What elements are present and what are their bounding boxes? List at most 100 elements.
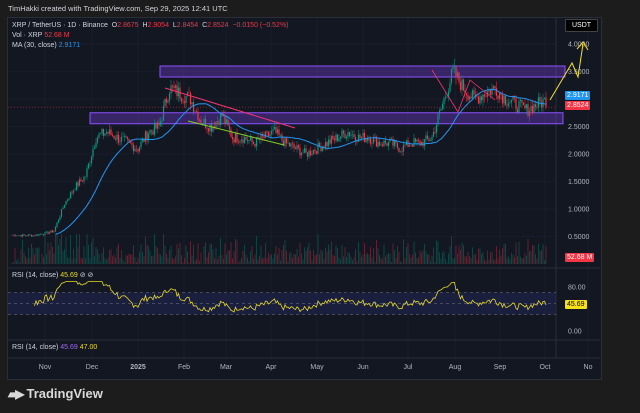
volume-bar [160,254,161,264]
volume-bar [104,258,106,264]
candle-body [218,121,220,126]
volume-bar [266,258,268,264]
volume-bar [431,255,433,264]
candle-body [296,145,298,150]
volume-bar [139,252,140,264]
x-tick-label: Oct [540,364,551,371]
candle-body [315,151,318,154]
last-price-label: 2.8524 [565,101,591,110]
volume-bar [110,249,112,264]
volume-bar [278,247,280,264]
candle-body [267,131,270,137]
candle-body [261,134,264,137]
candle-body [68,198,70,200]
candle-body [63,204,66,208]
candle-body [221,113,223,117]
candle-body [375,136,378,147]
candle-body [321,146,324,152]
volume-bar [382,259,383,264]
candle-body [153,122,156,135]
volume-bar [332,255,334,264]
candle-body [102,129,105,136]
tradingview-logo[interactable]: ▰▶ TradingView [8,386,103,401]
volume-bar [55,234,56,264]
volume-bar [415,252,416,264]
candle-body [342,130,345,134]
candle-body [126,137,129,140]
tv-logo-icon: ▰▶ [8,386,25,401]
volume-bar [445,259,446,264]
candle-body [476,96,478,98]
candle-body [360,136,363,138]
x-tick-label: 2025 [130,364,146,371]
candle-body [45,231,48,233]
candle-body [539,97,541,102]
volume-bar [439,252,440,264]
volume-bar [142,252,143,264]
candle-body [69,192,72,199]
candle-body [308,150,310,157]
symbol[interactable]: XRP / TetherUS · 1D · Binance [12,22,108,29]
candle-body [473,90,475,95]
candle-body [15,235,18,237]
candle-body [456,72,459,78]
volume-bar [146,244,148,264]
x-tick-label: Aug [449,364,462,371]
x-tick-label: Apr [266,364,278,371]
candle-body [38,234,40,236]
candle-body [240,139,243,142]
volume-bar [164,245,166,264]
candle-body [108,129,111,134]
candle-body [123,136,126,137]
volume-bar [401,262,403,264]
volume-bar [370,246,371,264]
candle-body [399,151,402,153]
candle-body [377,141,379,147]
candle-body [393,140,396,146]
candle-body [191,102,193,105]
candle-body [80,179,82,181]
candle-body [365,138,367,142]
y-tick-label: 2.5000 [568,124,590,131]
volume-bar [127,255,128,264]
volume-bar [331,241,332,264]
open-label: O [111,22,118,29]
candle-body [521,99,523,103]
volume-bar [311,260,313,264]
candle-body [242,139,244,143]
volume-bar [169,249,170,264]
volume-bar [280,260,281,264]
candle-body [173,86,175,88]
high-label: H [142,22,148,29]
rsi-tick-label: 0.00 [568,329,582,336]
candle-body [506,104,508,106]
price-zone [159,65,566,78]
volume-bar [347,252,349,264]
volume-bar [283,244,284,264]
rsi-line [34,281,547,313]
volume-bar [364,243,365,264]
candle-body [314,149,316,152]
volume-bar [412,254,413,264]
candle-body [392,138,394,146]
candle-body [110,129,112,135]
close-value: 2.8524 [207,22,229,29]
volume-bar [481,253,482,264]
candle-body [141,138,144,142]
volume-bar [325,247,326,264]
candle-body [540,101,543,108]
candle-body [516,109,519,113]
candle-body [534,104,537,108]
volume-bar [40,263,41,264]
volume-bar [208,252,209,264]
currency-button[interactable]: USDT [565,19,599,32]
volume-bar [416,257,418,264]
volume-bar [124,262,125,264]
volume-bar [34,254,35,264]
candle-body [252,141,255,144]
volume-bar [113,254,115,264]
volume-bar [238,262,239,264]
hidden-icon[interactable]: ⊘ ⊘ [79,272,94,279]
candle-body [239,141,241,143]
